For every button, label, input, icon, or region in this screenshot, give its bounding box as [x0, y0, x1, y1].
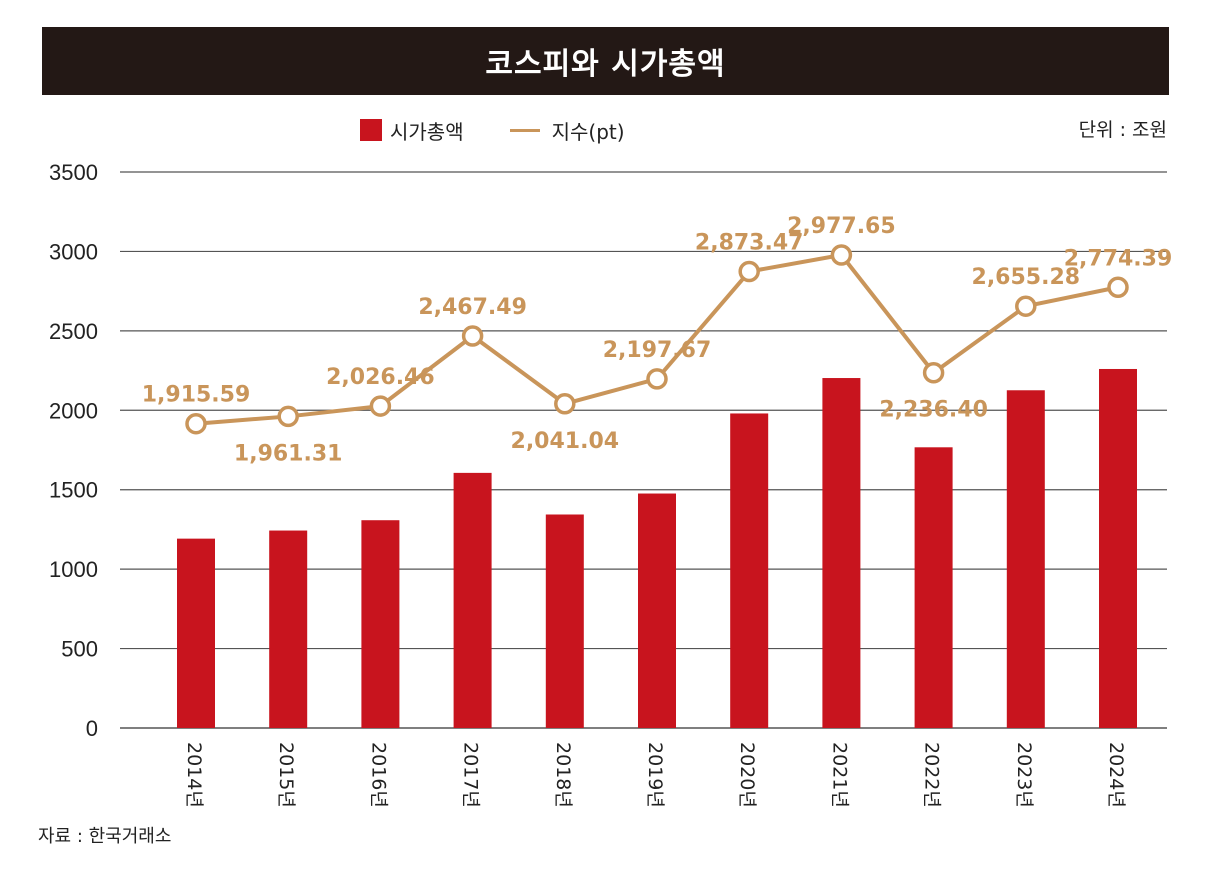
bar — [1099, 368, 1137, 728]
bar — [914, 447, 953, 728]
index-marker — [646, 368, 668, 390]
index-data-label: 2,467.49 — [418, 295, 527, 320]
y-tick-label: 500 — [61, 637, 98, 662]
y-tick-label: 1500 — [49, 478, 98, 503]
y-tick-label: 1000 — [49, 557, 98, 582]
bar — [269, 530, 308, 728]
bar — [730, 413, 769, 728]
bar — [1006, 390, 1045, 728]
x-tick-label: 2021년 — [828, 742, 850, 808]
y-tick-label: 2000 — [49, 398, 98, 423]
index-data-label: 2,041.04 — [511, 429, 620, 454]
bar — [361, 520, 400, 728]
x-tick-label: 2023년 — [1013, 742, 1035, 808]
bar — [638, 493, 676, 728]
index-data-label: 2,236.40 — [879, 398, 988, 423]
x-tick-label: 2024년 — [1105, 742, 1127, 808]
x-tick-label: 2016년 — [367, 742, 389, 808]
x-tick-label: 2020년 — [736, 742, 758, 808]
index-data-label: 1,961.31 — [234, 441, 343, 466]
legend-bar-swatch — [360, 119, 382, 141]
index-marker — [369, 395, 392, 417]
chart-title: 코스피와 시가총액 — [42, 27, 1169, 95]
source-label: 자료 : 한국거래소 — [38, 826, 172, 847]
index-data-label: 2,873.47 — [695, 231, 804, 256]
chart-title-text: 코스피와 시가총액 — [485, 47, 726, 82]
index-marker — [277, 405, 299, 428]
index-data-label: 2,197.67 — [603, 338, 712, 363]
legend-bar-label: 시가총액 — [390, 119, 464, 144]
index-marker — [922, 361, 945, 384]
x-tick-label: 2014년 — [183, 742, 205, 808]
legend: 시가총액 지수(pt) — [360, 115, 625, 145]
index-marker — [461, 325, 484, 347]
index-marker — [1015, 295, 1037, 317]
y-tick-label: 3500 — [49, 160, 98, 185]
y-tick-label: 3000 — [49, 239, 98, 264]
bar — [545, 514, 584, 728]
index-data-label: 1,915.59 — [142, 383, 251, 408]
index-marker — [738, 260, 760, 283]
x-tick-label: 2018년 — [552, 742, 574, 808]
x-tick-label: 2019년 — [644, 742, 666, 808]
unit-label: 단위 : 조원 — [1078, 119, 1167, 141]
bar — [453, 472, 492, 728]
index-data-label: 2,026.46 — [326, 365, 435, 390]
index-marker — [830, 244, 853, 266]
index-marker — [1107, 276, 1129, 299]
legend-line-swatch — [509, 128, 540, 132]
x-tick-label: 2017년 — [460, 742, 482, 808]
index-data-label: 2,774.39 — [1064, 246, 1173, 271]
x-tick-label: 2015년 — [275, 742, 297, 808]
index-data-label: 2,977.65 — [787, 214, 896, 239]
bar — [822, 378, 861, 728]
legend-line-label: 지수(pt) — [551, 119, 625, 144]
y-tick-label: 2500 — [49, 319, 98, 344]
y-tick-label: 0 — [86, 716, 98, 741]
x-tick-label: 2022년 — [921, 742, 943, 808]
index-data-label: 2,655.28 — [972, 265, 1081, 290]
bar — [177, 538, 215, 728]
index-marker — [554, 393, 576, 415]
index-marker — [185, 412, 207, 435]
